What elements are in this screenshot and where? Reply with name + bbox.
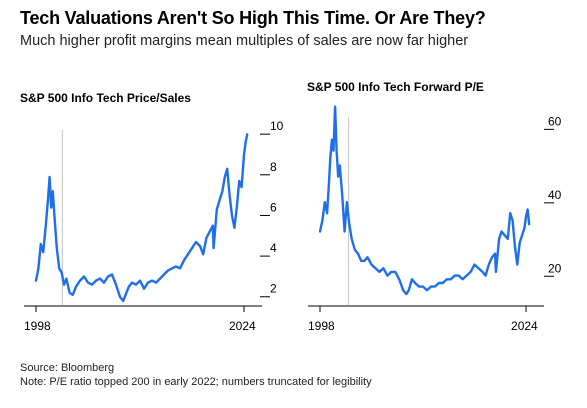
page-subtitle: Much higher profit margins mean multiple…	[20, 33, 469, 49]
ps-ytick-label: 2	[270, 282, 277, 296]
ps-ytick-label: 10	[270, 119, 284, 133]
chart-title-forward-pe: S&P 500 Info Tech Forward P/E	[307, 80, 484, 94]
footnote: Note: P/E ratio topped 200 in early 2022…	[20, 376, 372, 388]
page-title: Tech Valuations Aren't So High This Time…	[20, 8, 486, 28]
source-note: Source: Bloomberg	[20, 362, 115, 374]
ps-ytick-label: 4	[270, 241, 277, 255]
ps-series-line	[34, 133, 249, 303]
pe-xtick-label-end: 2024	[511, 319, 538, 333]
chart-title-price-sales: S&P 500 Info Tech Price/Sales	[20, 91, 191, 105]
pe-series-line	[318, 105, 531, 296]
ps-xtick-label-start: 1998	[24, 319, 51, 333]
ps-ytick-label: 6	[270, 200, 277, 214]
pe-xtick-label-start: 1998	[308, 319, 335, 333]
pe-ytick-label: 20	[548, 261, 562, 275]
pe-ytick-label: 60	[548, 114, 562, 128]
ps-ytick-label: 8	[270, 160, 277, 174]
pe-ytick-label: 40	[548, 188, 562, 202]
ps-xtick-label-end: 2024	[229, 319, 256, 333]
